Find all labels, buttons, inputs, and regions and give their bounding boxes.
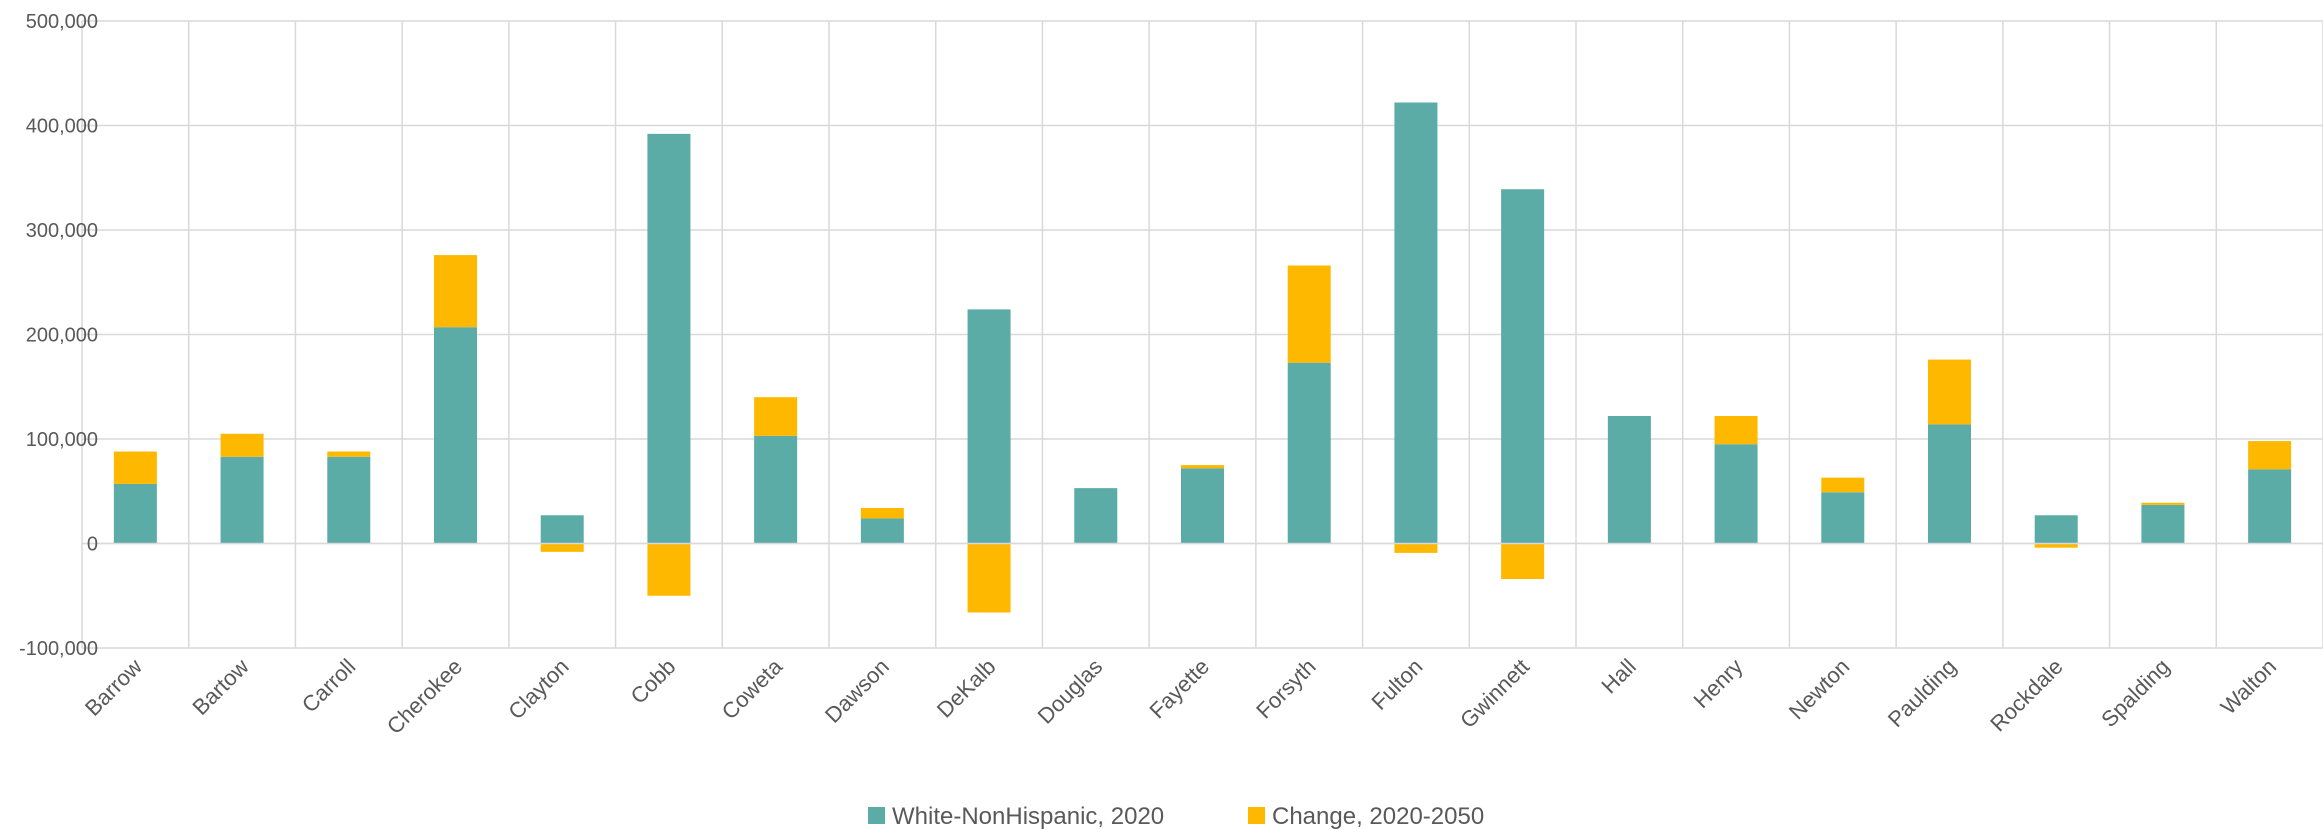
bar-gwinnett-series-1 [1501,543,1545,580]
y-tick-label: 200,000 [26,325,98,347]
bar-henry-series-1 [1714,416,1758,445]
x-category-label: Cherokee [382,654,467,739]
x-category-label: Gwinnett [1455,654,1534,733]
bar-paulding-series-0 [1928,424,1971,544]
x-category-label: Clayton [503,654,573,724]
bar-cherokee-series-0 [434,327,477,544]
x-category-label: Paulding [1883,654,1961,732]
x-category-label: Carroll [297,654,360,717]
y-tick-label: 300,000 [26,220,98,242]
bar-walton-series-1 [2248,441,2292,470]
bar-barrow-series-0 [113,483,157,544]
bar-rockdale-series-1 [2034,543,2078,548]
bar-walton-series-0 [2248,469,2292,544]
legend-swatch-change [1248,807,1265,824]
legend: White-NonHispanic, 2020 Change, 2020-205… [868,803,1484,829]
x-category-label: Fayette [1144,654,1214,724]
x-category-label: Newton [1784,654,1854,724]
x-category-label: Hall [1596,654,1640,698]
y-axis-tick-labels: -100,000 0 100,000 200,000 300,000 400,000 500… [19,11,98,660]
x-category-label: Henry [1688,654,1747,713]
x-category-label: Cobb [626,654,681,709]
y-tick-label: 100,000 [26,429,98,451]
y-tick-label: 400,000 [26,116,98,138]
legend-label-white-nonhispanic: White-NonHispanic, 2020 [892,803,1164,829]
x-category-label: Bartow [188,654,254,720]
x-category-label: Barrow [80,654,147,721]
bar-carroll-series-0 [327,456,371,544]
x-category-label: Dawson [820,654,894,728]
bar-hall-series-0 [1607,416,1651,544]
bar-coweta-series-0 [754,435,798,544]
bar-dawson-series-0 [860,518,904,544]
x-category-label: Fulton [1367,654,1428,715]
bar-forsyth-series-1 [1287,265,1331,363]
bar-dekalb-series-0 [967,309,1011,544]
legend-swatch-white-nonhispanic [868,807,885,824]
bar-fulton-series-1 [1394,543,1438,553]
bar-cobb-series-0 [647,133,691,544]
x-axis-category-labels: Barrow Bartow Carroll Cherokee Clayton Cobb Co… [80,653,2281,739]
bar-coweta-series-1 [754,397,798,436]
x-category-label: Spalding [2096,654,2174,732]
bar-newton-series-0 [1821,492,1865,544]
x-category-label: Douglas [1033,654,1108,729]
x-category-label: Walton [2216,654,2282,720]
x-category-label: Rockdale [1985,654,2068,737]
bar-clayton-series-1 [540,543,584,552]
bar-bartow-series-1 [220,433,264,457]
bar-spalding-series-0 [2141,504,2185,544]
bars [82,102,2323,613]
grid-lines [81,20,2323,649]
bar-rockdale-series-0 [2034,515,2078,544]
bar-fulton-series-0 [1394,102,1438,544]
bar-fayette-series-1 [1181,465,1224,469]
bar-bartow-series-0 [220,456,264,544]
bar-barrow-series-1 [113,451,157,484]
legend-label-change: Change, 2020-2050 [1272,803,1484,829]
bar-newton-series-1 [1821,477,1865,493]
y-tick-label: -100,000 [19,638,98,660]
bar-clayton-series-0 [540,515,584,544]
bar-douglas-series-0 [1074,488,1118,544]
y-tick-label: 500,000 [26,11,98,33]
bar-fayette-series-0 [1181,468,1224,544]
y-tick-label: 0 [87,534,98,556]
bar-dekalb-series-1 [967,543,1011,613]
bar-cobb-series-1 [647,543,691,596]
bar-spalding-series-1 [2141,502,2185,505]
bar-forsyth-series-0 [1287,362,1331,544]
x-category-label: Forsyth [1251,654,1321,724]
bar-cherokee-series-1 [434,255,477,328]
x-category-label: Coweta [717,653,788,724]
x-category-label: DeKalb [932,654,1001,723]
bar-henry-series-0 [1714,444,1758,544]
bar-gwinnett-series-0 [1501,189,1545,544]
bar-paulding-series-1 [1928,359,1971,425]
bar-dawson-series-1 [860,507,904,519]
bar-carroll-series-1 [327,451,371,457]
